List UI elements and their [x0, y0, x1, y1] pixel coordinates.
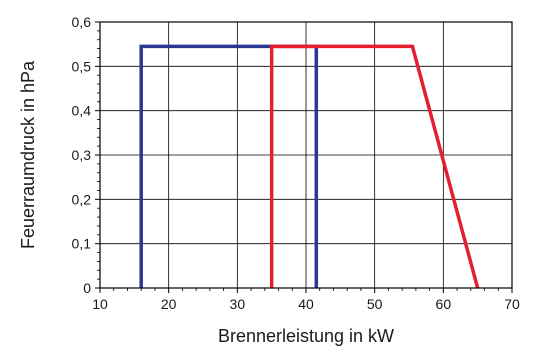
minor-ticks [95, 21, 513, 293]
y-tick-label: 0,1 [72, 236, 92, 252]
x-tick-label: 10 [92, 296, 108, 312]
x-tick-labels: 10 20 30 40 50 60 70 [92, 296, 520, 312]
x-tick-label: 20 [161, 296, 177, 312]
y-tick-label: 0,6 [72, 14, 92, 30]
y-tick-label: 0,2 [72, 191, 92, 207]
x-tick-label: 70 [504, 296, 520, 312]
x-tick-label: 50 [367, 296, 383, 312]
x-tick-label: 60 [436, 296, 452, 312]
series-line-red [269, 44, 480, 289]
x-tick-label: 40 [298, 296, 314, 312]
series-group [139, 44, 480, 289]
y-tick-label: 0,4 [72, 103, 92, 119]
y-tick-label: 0 [83, 280, 91, 296]
y-axis-label: Feuerraumdruck in hPa [18, 60, 38, 249]
x-tick-label: 30 [230, 296, 246, 312]
y-tick-label: 0,5 [72, 58, 92, 74]
x-axis-label: Brennerleistung in kW [218, 326, 394, 346]
series-line-blue [139, 44, 319, 288]
grid-lines [100, 22, 512, 288]
y-tick-label: 0,3 [72, 147, 92, 163]
y-tick-labels: 0 0,1 0,2 0,3 0,4 0,5 0,6 [72, 14, 92, 296]
plot-frame [99, 21, 513, 289]
